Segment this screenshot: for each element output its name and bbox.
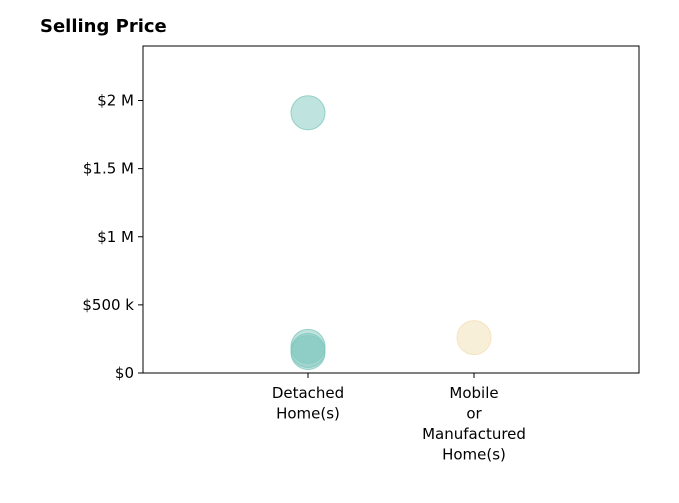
data-points bbox=[290, 95, 492, 371]
y-tick-label: $1.5 M bbox=[83, 160, 134, 178]
y-tick-label: $0 bbox=[115, 364, 134, 382]
y-axis: $0 $500 k $1 M $1.5 M $2 M bbox=[82, 92, 143, 382]
data-point bbox=[290, 335, 326, 371]
y-tick-label: $500 k bbox=[82, 296, 134, 314]
x-axis: Detached Home(s) Mobile or Manufactured Home(… bbox=[272, 373, 526, 464]
y-tick-label: $1 M bbox=[97, 228, 134, 246]
x-tick-label: Mobile or Manufactured Home(s) bbox=[422, 384, 526, 464]
plot-frame bbox=[142, 45, 640, 374]
data-point bbox=[456, 320, 492, 356]
data-point bbox=[290, 95, 326, 131]
chart-title: Selling Price bbox=[40, 16, 167, 37]
y-tick-label: $2 M bbox=[97, 92, 134, 110]
x-tick-label: Detached Home(s) bbox=[272, 384, 344, 423]
